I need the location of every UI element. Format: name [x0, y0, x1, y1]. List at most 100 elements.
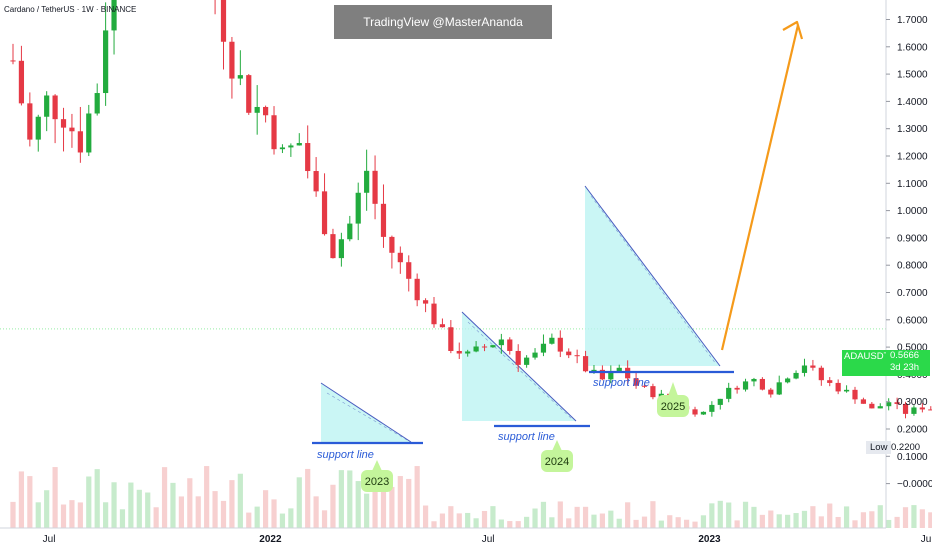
volume-bar	[111, 482, 117, 528]
volume-bar	[195, 496, 201, 528]
volume-bar	[439, 513, 446, 528]
volume-bar	[94, 469, 100, 528]
volume-bar	[717, 500, 723, 528]
volume-bar	[254, 506, 260, 528]
volume-bar	[751, 506, 757, 528]
candle-body	[355, 192, 361, 224]
candle-body	[894, 402, 900, 404]
candle-body	[726, 387, 732, 399]
candle-body	[330, 234, 336, 259]
volume-bar	[726, 502, 732, 528]
candle-body	[246, 75, 252, 113]
volume-bar	[608, 510, 614, 528]
candle-body	[768, 389, 774, 395]
price-tick-label: 0.1000	[897, 452, 928, 463]
volume-bar	[355, 481, 361, 528]
candle-body	[18, 60, 25, 104]
candle-body	[700, 411, 707, 415]
candle-body	[507, 339, 513, 351]
price-axis[interactable]: 1.90001.80001.70001.60001.50001.40001.30…	[885, 0, 932, 528]
candle-body	[818, 367, 824, 381]
volume-bar	[18, 471, 25, 528]
volume-bar	[894, 516, 900, 528]
volume-bar	[136, 489, 142, 528]
candle-body	[650, 386, 656, 398]
volume-bar	[557, 501, 563, 528]
price-tick-label: 0.6000	[897, 315, 928, 326]
candle-body	[313, 171, 319, 192]
candle-body	[69, 127, 75, 132]
volume-bar	[785, 514, 791, 528]
volume-bar	[709, 503, 715, 528]
candle-body	[380, 203, 387, 237]
candle-body	[801, 365, 808, 373]
price-tick-label: 1.1000	[897, 179, 928, 190]
volume-bar	[431, 521, 437, 528]
volume-bar	[515, 521, 521, 528]
candle-body	[776, 382, 782, 395]
projection-arrow-head	[782, 20, 804, 40]
price-tick-label: 0.7000	[897, 288, 928, 299]
candle-body	[515, 350, 521, 365]
candle-body	[52, 95, 58, 120]
volume-bar	[321, 510, 328, 528]
volume-bar	[852, 520, 858, 528]
volume-bar	[305, 468, 311, 528]
time-tick-label: 2022	[259, 534, 282, 545]
price-tick-label: 1.0000	[897, 206, 928, 217]
candle-body	[321, 191, 328, 235]
symbol-header[interactable]: Cardano / TetherUS · 1W · BINANCE	[4, 5, 137, 14]
volume-bar	[406, 478, 412, 528]
watermark-banner: TradingView @MasterAnanda	[334, 5, 552, 39]
candle-body	[734, 387, 740, 390]
volume-bar	[641, 516, 648, 528]
volume-bar	[212, 491, 218, 528]
price-tick-label: 1.3000	[897, 124, 928, 135]
volume-bar	[843, 506, 850, 528]
candle-body	[911, 407, 917, 414]
volume-bar	[279, 513, 286, 528]
low-value: 0.2200	[891, 442, 921, 453]
candle-body	[372, 170, 378, 204]
time-axis[interactable]: Jul2022Jul2023Jul2024Jul2025Jul2026Jul	[0, 527, 932, 545]
candle-body	[633, 378, 639, 386]
year-badge	[657, 395, 689, 417]
price-tick-label: 0.3000	[897, 397, 928, 408]
candle-body	[793, 372, 799, 379]
volume-bar	[473, 518, 479, 528]
candle-body	[414, 278, 420, 301]
volume-bar	[490, 506, 496, 528]
candle-body	[397, 252, 403, 263]
price-tick-label: 0.8000	[897, 261, 928, 272]
triangle-patterns	[320, 185, 721, 443]
volume-bar	[886, 519, 892, 528]
candle-body	[742, 381, 749, 390]
current-price-tag: ADAUSDT	[842, 350, 889, 376]
candle-body	[103, 30, 109, 94]
year-badge-label: 2024	[545, 456, 569, 468]
volume-bar	[10, 501, 16, 528]
year-badge-pointer	[552, 440, 562, 451]
candle-body	[886, 402, 892, 407]
volume-bar	[734, 520, 740, 528]
volume-bar	[507, 521, 513, 528]
volume-bar	[793, 513, 799, 528]
volume-bar	[801, 510, 808, 528]
volume-bar	[549, 517, 555, 528]
candle-body	[364, 170, 370, 193]
support-line-label: support line	[498, 431, 555, 443]
time-tick-label: Jul	[482, 534, 495, 545]
candle-body	[852, 389, 858, 400]
volume-bar	[684, 519, 690, 528]
candle-body	[616, 367, 622, 372]
volume-bar	[633, 519, 639, 528]
candle-body	[902, 403, 909, 414]
volume-bar	[35, 502, 41, 528]
candle-body	[35, 116, 41, 140]
candle-body	[481, 346, 488, 348]
candle-body	[591, 369, 597, 372]
support-line-label: support line	[593, 377, 650, 389]
time-tick-label: Jul	[921, 534, 932, 545]
year-badge-label: 2023	[365, 476, 389, 488]
